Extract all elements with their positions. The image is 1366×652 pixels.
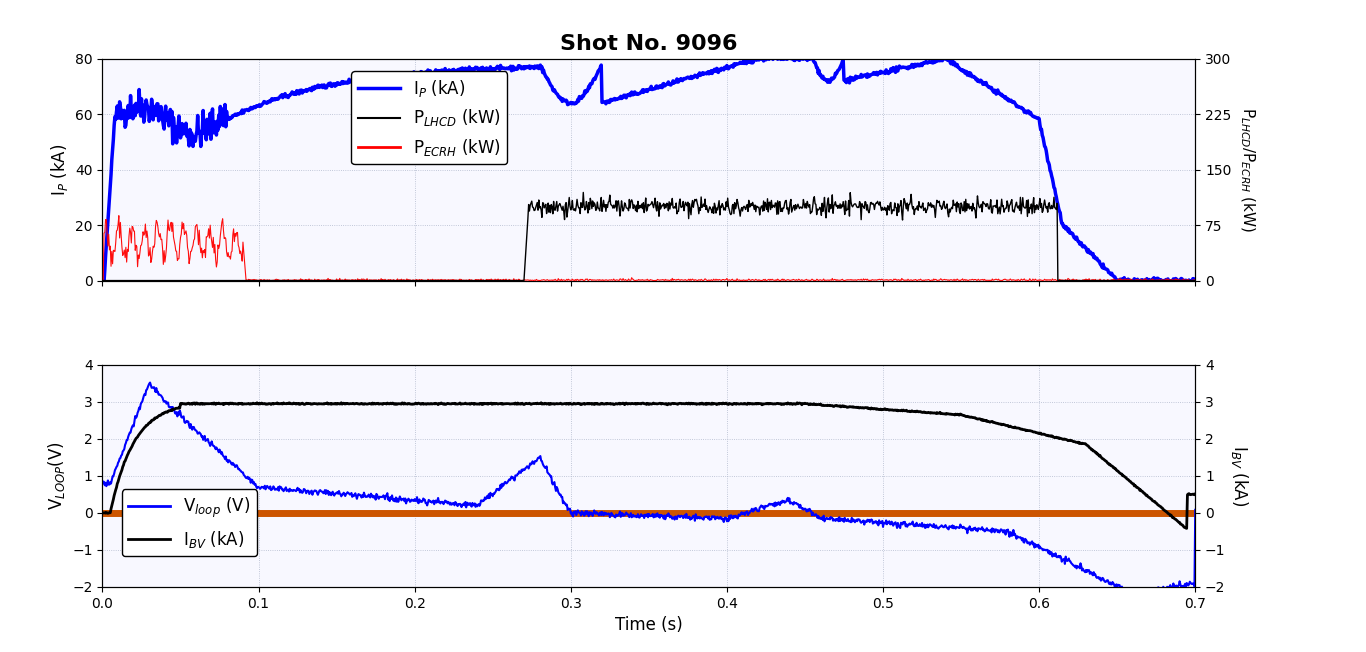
Title: Shot No. 9096: Shot No. 9096	[560, 35, 738, 54]
Legend: I$_P$ (kA), P$_{LHCD}$ (kW), P$_{ECRH}$ (kW): I$_P$ (kA), P$_{LHCD}$ (kW), P$_{ECRH}$ …	[351, 72, 507, 164]
Y-axis label: I$_P$ (kA): I$_P$ (kA)	[49, 143, 70, 196]
Y-axis label: I$_{BV}$ (kA): I$_{BV}$ (kA)	[1229, 445, 1250, 507]
X-axis label: Time (s): Time (s)	[615, 616, 683, 634]
Legend: V$_{loop}$ (V), I$_{BV}$ (kA): V$_{loop}$ (V), I$_{BV}$ (kA)	[122, 490, 257, 556]
Y-axis label: V$_{LOOP}$(V): V$_{LOOP}$(V)	[45, 441, 67, 511]
Y-axis label: P$_{LHCD}$/P$_{ECRH}$ (kW): P$_{LHCD}$/P$_{ECRH}$ (kW)	[1238, 107, 1257, 232]
